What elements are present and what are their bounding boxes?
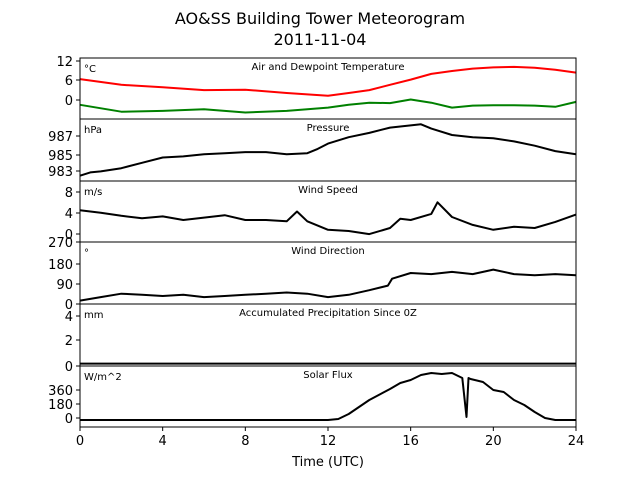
wind-direction-y-tick-label: 180 bbox=[48, 258, 73, 273]
wind-speed-y-tick-label: 4 bbox=[65, 207, 73, 222]
wind-direction-y-tick-label: 0 bbox=[65, 298, 73, 313]
wind-direction-series-0 bbox=[79, 268, 577, 302]
temp-unit-label: °C bbox=[84, 64, 96, 75]
x-tick-label: 16 bbox=[402, 434, 419, 449]
temp-panel-title: Air and Dewpoint Temperature bbox=[252, 62, 405, 73]
solar-flux-y-tick-label: 180 bbox=[48, 398, 73, 413]
x-tick-label: 12 bbox=[320, 434, 337, 449]
panels: °C Air and Dewpoint Temperature 12 6 0 hPa Pre… bbox=[48, 55, 577, 428]
temp-y-tick-label: 0 bbox=[65, 94, 73, 109]
panel-temp: °C Air and Dewpoint Temperature 12 6 0 bbox=[56, 55, 577, 120]
figure-date: 2011-11-04 bbox=[274, 30, 367, 49]
wind-direction-unit-label: ° bbox=[84, 248, 89, 259]
wind-direction-panel-title: Wind Direction bbox=[291, 246, 365, 257]
precipitation-y-tick-label: 0 bbox=[65, 360, 73, 375]
solar-flux-y-tick-label: 0 bbox=[65, 412, 73, 427]
temp-y-tick-label: 12 bbox=[56, 55, 73, 70]
x-axis-label: Time (UTC) bbox=[291, 455, 364, 470]
pressure-panel-title: Pressure bbox=[307, 123, 350, 134]
figure-title: AO&SS Building Tower Meteorogram bbox=[175, 9, 465, 28]
solar-flux-series-0 bbox=[80, 372, 576, 421]
temp-series-0 bbox=[79, 65, 577, 97]
wind-speed-unit-label: m/s bbox=[84, 187, 102, 198]
pressure-y-tick-label: 985 bbox=[48, 149, 73, 164]
solar-flux-panel-title: Solar Flux bbox=[303, 370, 353, 381]
precipitation-y-tick-label: 2 bbox=[65, 334, 73, 349]
x-tick-label: 24 bbox=[568, 434, 585, 449]
panel-wind-direction: ° Wind Direction 270 180 90 0 bbox=[48, 236, 577, 313]
wind-direction-y-tick-label: 90 bbox=[56, 278, 73, 293]
wind-speed-series-0 bbox=[79, 201, 577, 236]
x-tick-label: 4 bbox=[159, 434, 167, 449]
temp-y-tick-label: 6 bbox=[65, 74, 73, 89]
x-axis: 0 4 8 12 16 20 24 bbox=[76, 427, 584, 449]
precipitation-unit-label: mm bbox=[84, 310, 103, 321]
wind-speed-y-tick-label: 8 bbox=[65, 186, 73, 201]
precipitation-panel-title: Accumulated Precipitation Since 0Z bbox=[239, 308, 417, 319]
wind-speed-y-tick-label: 0 bbox=[65, 228, 73, 243]
x-tick-label: 8 bbox=[241, 434, 249, 449]
solar-flux-unit-label: W/m^2 bbox=[84, 372, 122, 383]
pressure-unit-label: hPa bbox=[84, 125, 102, 136]
solar-flux-y-tick-label: 360 bbox=[48, 384, 73, 399]
temp-series-1 bbox=[79, 98, 577, 114]
panel-precipitation: mm Accumulated Precipitation Since 0Z 4 2 0 bbox=[65, 303, 577, 375]
panel-wind-speed: m/s Wind Speed 8 4 0 bbox=[65, 180, 577, 243]
x-tick-label: 0 bbox=[76, 434, 84, 449]
pressure-series-0 bbox=[79, 123, 577, 177]
pressure-y-tick-label: 983 bbox=[48, 165, 73, 180]
x-tick-label: 20 bbox=[485, 434, 502, 449]
wind-speed-panel-title: Wind Speed bbox=[298, 185, 358, 196]
pressure-y-tick-label: 987 bbox=[48, 130, 73, 145]
wind-direction-y-tick-label: 270 bbox=[48, 236, 73, 251]
precipitation-y-tick-label: 4 bbox=[65, 310, 73, 325]
